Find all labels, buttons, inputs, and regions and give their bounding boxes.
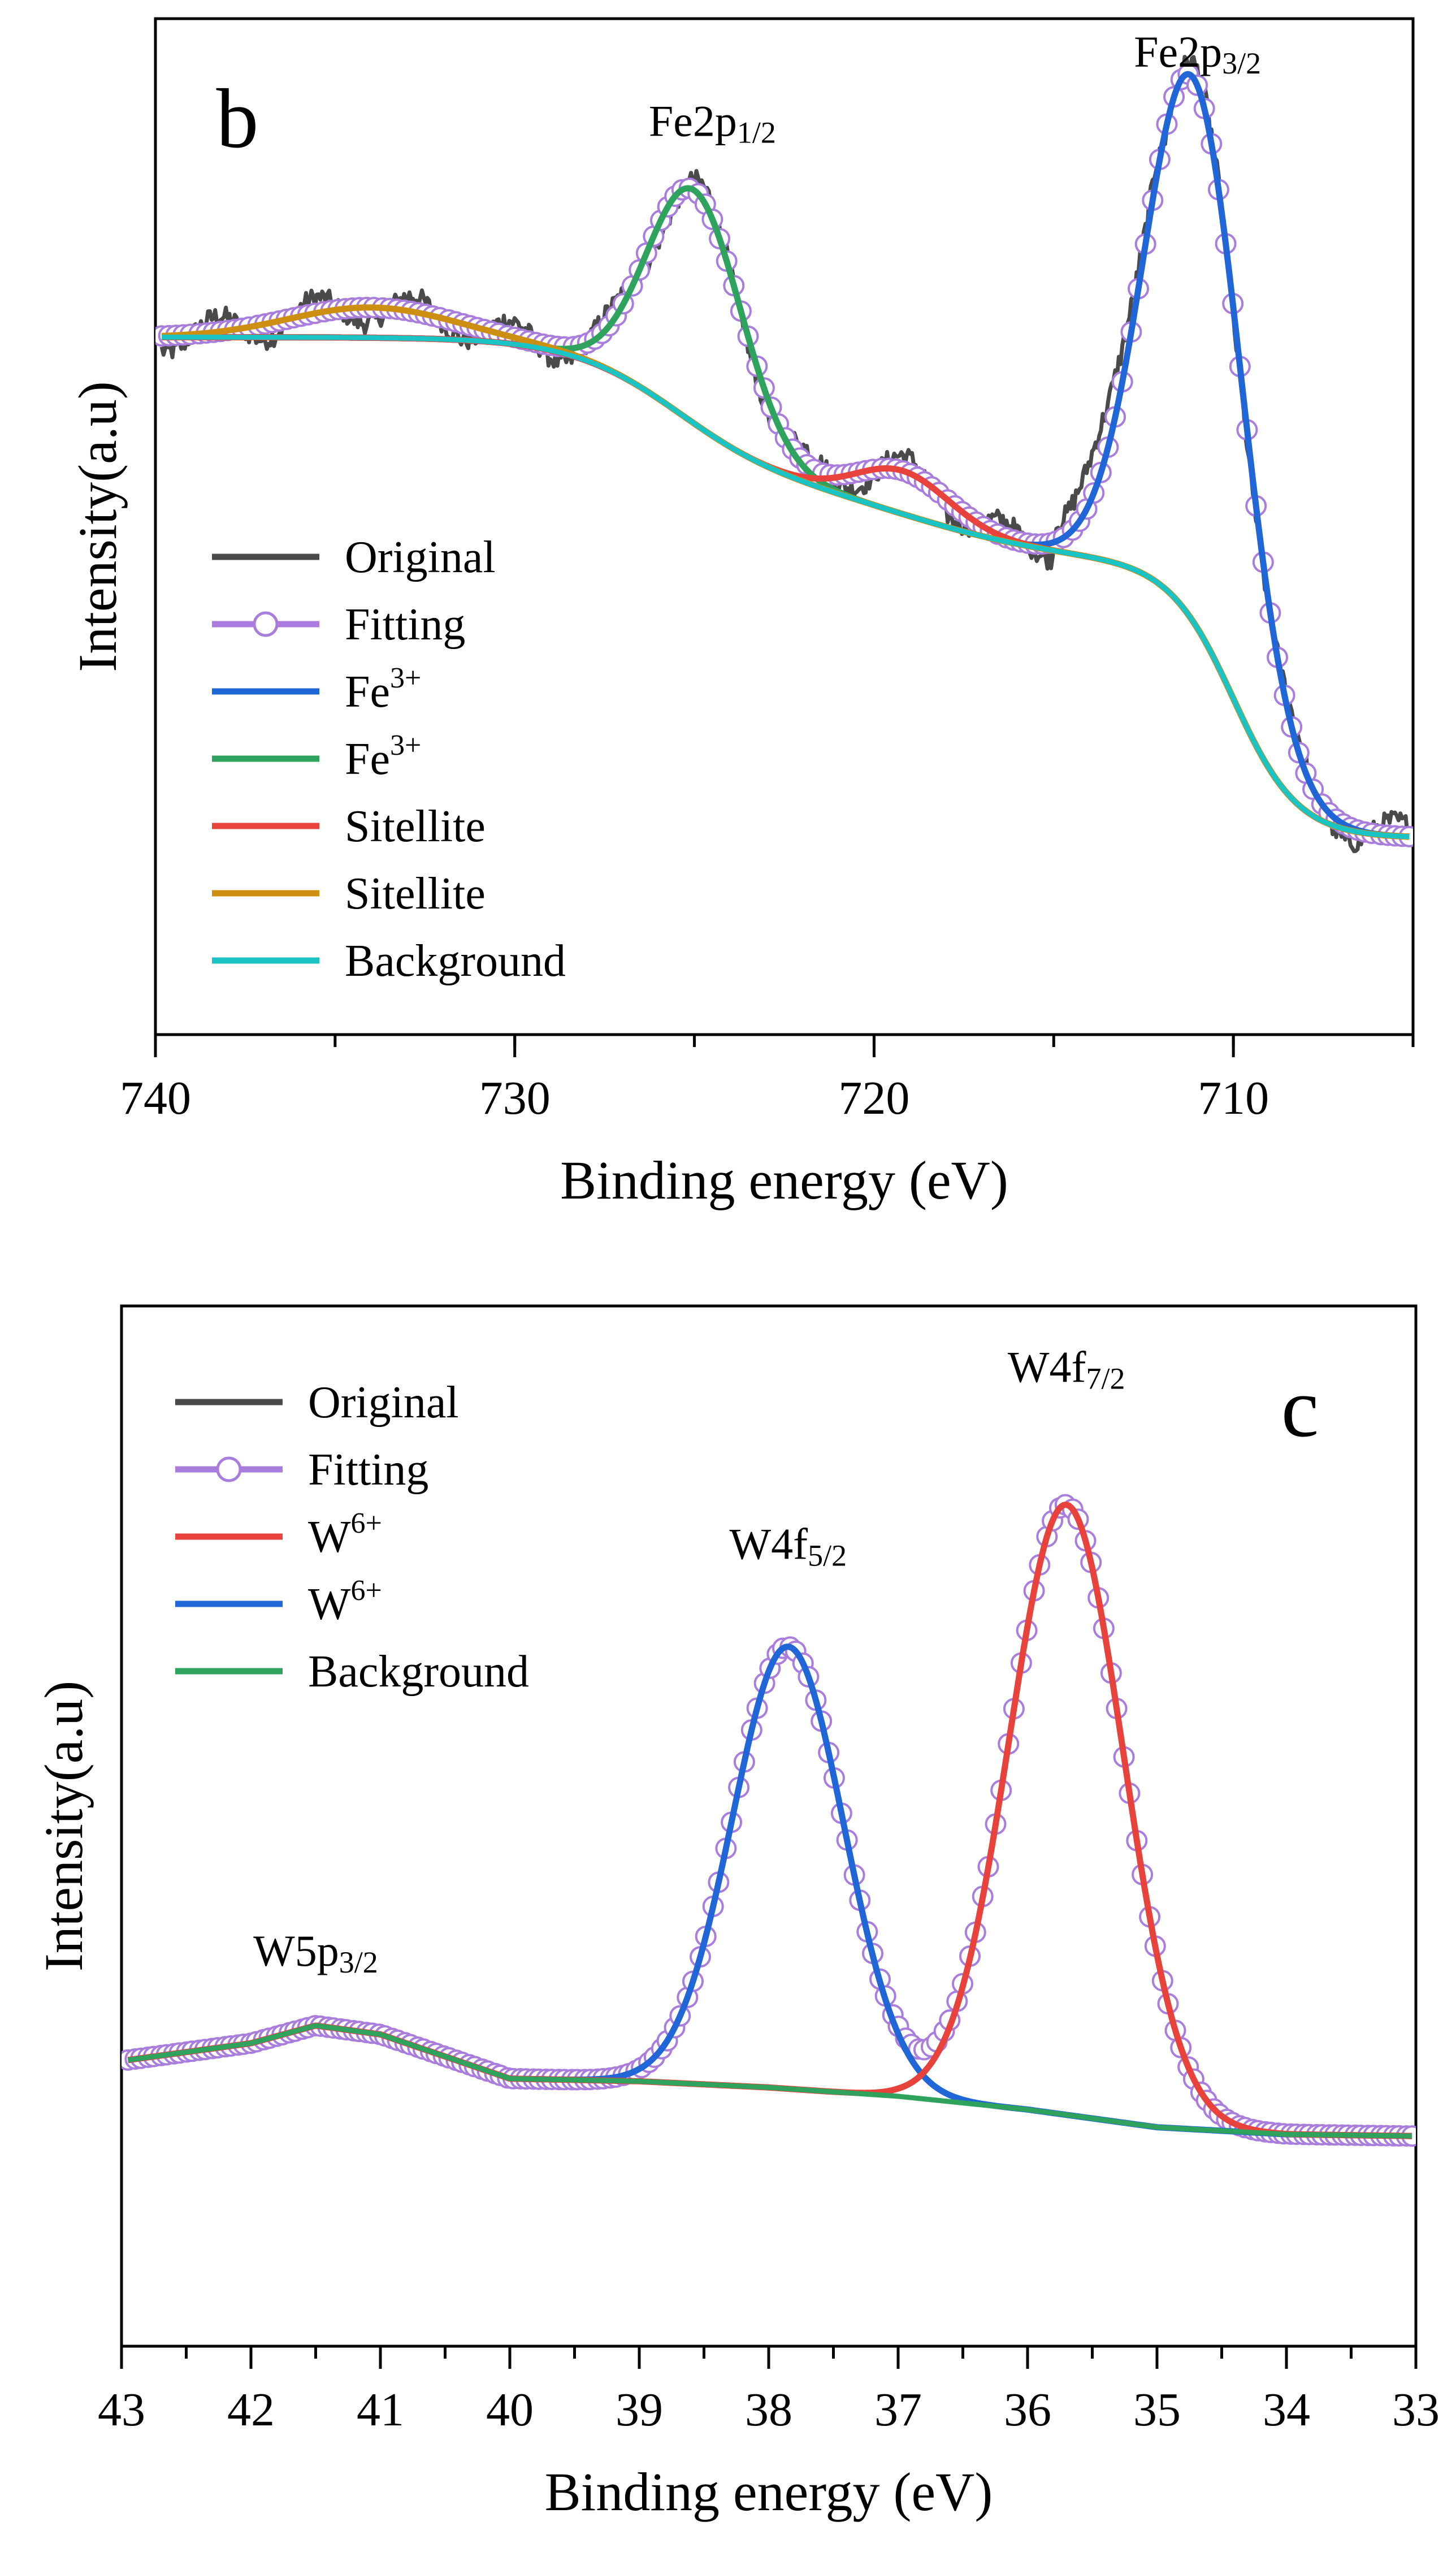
legend: Original Fitting W6+ W6+ Background: [175, 1378, 529, 1697]
legend-label: Fitting: [345, 600, 465, 650]
legend-label: Sitellite: [345, 869, 486, 919]
x-tick-label: 35: [1133, 2384, 1181, 2436]
legend-item: Sitellite: [212, 869, 486, 919]
x-tick-label: 39: [616, 2384, 663, 2436]
legend-item: Original: [175, 1378, 459, 1428]
legend-marker: [253, 611, 279, 637]
series-component-1: [127, 1643, 1414, 2139]
x-tick-label: 36: [1004, 2384, 1051, 2436]
panel-b: 740 730 720 710 Binding energy (eV) Intensity…: [67, 17, 1415, 1210]
legend-item: Fe3+: [212, 729, 421, 784]
x-tick-label: 41: [357, 2384, 404, 2436]
x-tick-label: 33: [1392, 2384, 1440, 2436]
panel-letter: b: [216, 72, 259, 166]
series-fitting-markers: [155, 63, 1413, 847]
legend-label: Sitellite: [345, 802, 486, 851]
peak-label-fe2p32: Fe2p3/2: [1134, 27, 1261, 80]
x-tick-label: 740: [120, 1072, 191, 1124]
x-tick-label: 42: [227, 2384, 275, 2436]
panel-c: 43 42 41 40 39 38 37 36 35 34 33 Binding energy (eV…: [33, 1304, 1440, 2522]
peak-label-w4f72: W4f7/2: [1008, 1343, 1125, 1396]
x-tick-label: 43: [98, 2384, 145, 2436]
legend-item: Original: [212, 533, 496, 582]
panel-letter: c: [1281, 1361, 1319, 1455]
x-tick-label: 720: [838, 1072, 909, 1124]
x-tick-label: 38: [745, 2384, 792, 2436]
legend-label: Fe3+: [345, 662, 421, 717]
peak-label-w4f52: W4f5/2: [730, 1519, 847, 1572]
legend-marker: [216, 1456, 242, 1482]
y-axis-title: Intensity(a.u): [33, 1681, 94, 1972]
legend-item: Fitting: [212, 600, 465, 650]
legend-label: Fitting: [308, 1445, 428, 1495]
x-axis-title: Binding energy (eV): [560, 1150, 1008, 1210]
plot-area: [122, 1494, 1416, 2147]
x-tick-label: 34: [1263, 2384, 1310, 2436]
plot-area: [155, 55, 1413, 854]
legend-item: Fe3+: [212, 662, 421, 717]
legend-item: Fitting: [175, 1445, 428, 1495]
legend-label: W6+: [308, 1575, 382, 1629]
legend-label: W6+: [308, 1507, 382, 1562]
legend-item: Background: [175, 1647, 529, 1697]
legend-item: W6+: [175, 1575, 382, 1629]
legend-label: Fe3+: [345, 729, 421, 784]
legend-label: Background: [308, 1647, 529, 1697]
x-tick-label: 730: [479, 1072, 551, 1124]
x-tick-label: 40: [486, 2384, 534, 2436]
series-background: [127, 2023, 1412, 2139]
legend-item: W6+: [175, 1507, 382, 1562]
y-axis-title: Intensity(a.u): [67, 381, 128, 672]
legend-label: Original: [345, 533, 496, 582]
peak-label-fe2p12: Fe2p1/2: [649, 96, 776, 149]
legend-label: Original: [308, 1378, 459, 1428]
series-background: [162, 334, 1410, 840]
x-tick-label: 37: [874, 2384, 922, 2436]
legend-label: Background: [345, 936, 566, 986]
legend: Original Fitting Fe3+ Fe3+ Sitellite Sitellit…: [212, 533, 566, 986]
legend-item: Sitellite: [212, 802, 486, 851]
plot-frame: [154, 17, 1415, 1036]
x-axis-title: Binding energy (eV): [545, 2462, 993, 2522]
legend-item: Background: [212, 936, 566, 986]
peak-label-w5p32: W5p3/2: [253, 1926, 378, 1979]
x-tick-label: 710: [1198, 1072, 1269, 1124]
